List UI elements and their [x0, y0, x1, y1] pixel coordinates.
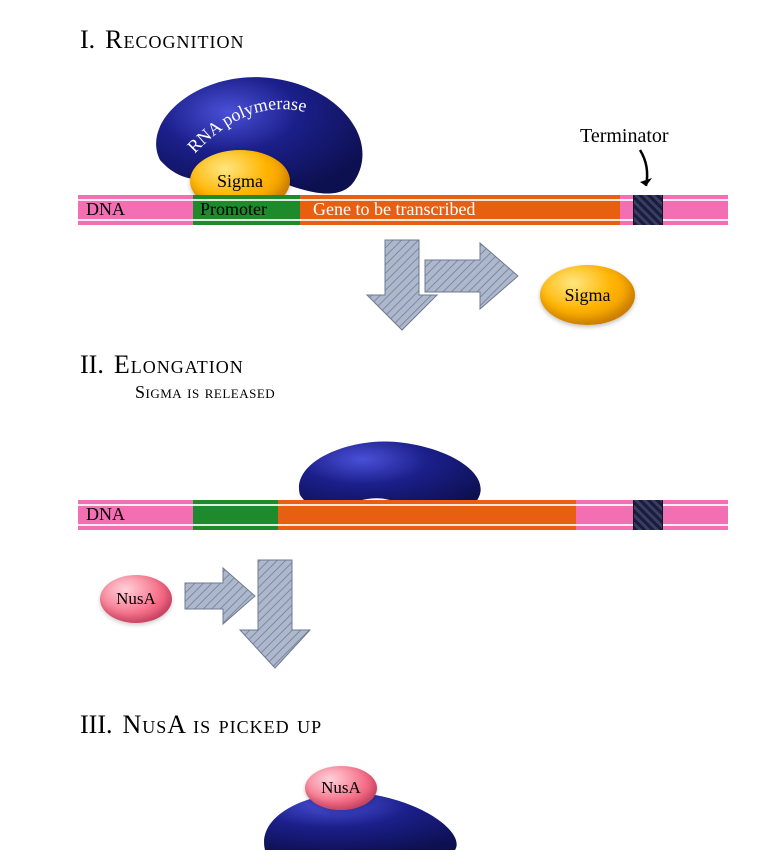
- dna-end-1: [663, 195, 728, 225]
- stage2-title: II. Elongation: [80, 350, 244, 380]
- dna-label-1: DNA: [86, 199, 125, 220]
- stage1-roman: I.: [80, 25, 95, 54]
- stage2-subtitle: Sigma is released: [135, 382, 275, 403]
- sigma-released: Sigma: [540, 265, 635, 325]
- gene-label-1: Gene to be transcribed: [313, 199, 475, 220]
- arrow-right-down-2: [180, 555, 330, 685]
- terminator-arrow-icon: [610, 148, 670, 198]
- stage2-roman: II.: [80, 350, 104, 379]
- dna-end-2: [663, 500, 728, 530]
- terminator-seg-1: [633, 195, 663, 225]
- promoter-label-1: Promoter: [200, 199, 267, 220]
- stage1-title: I. Recognition: [80, 25, 245, 55]
- terminator-label: Terminator: [580, 125, 669, 148]
- nusa-bound-label: NusA: [321, 778, 361, 798]
- dna-track-2: DNA: [78, 500, 728, 530]
- arrow-right-down-1: [355, 235, 525, 345]
- nusa-incoming-label: NusA: [116, 589, 156, 609]
- gene-seg-2: [278, 500, 576, 530]
- nusa-incoming: NusA: [100, 575, 172, 623]
- terminator-seg-2: [633, 500, 663, 530]
- promoter-seg-2: [193, 500, 278, 530]
- dna-gap-2: [576, 500, 633, 530]
- stage2-text: Elongation: [114, 350, 244, 379]
- stage3-title: III. NusA is picked up: [80, 710, 322, 740]
- sigma-bound-label: Sigma: [217, 171, 263, 192]
- stage3-text: NusA is picked up: [122, 710, 322, 739]
- sigma-released-label: Sigma: [564, 285, 610, 306]
- dna-label-2: DNA: [86, 504, 125, 525]
- stage1-text: Recognition: [105, 25, 244, 54]
- dna-gap-1: [620, 195, 633, 225]
- stage3-roman: III.: [80, 710, 112, 739]
- nusa-bound: NusA: [305, 766, 377, 810]
- dna-track-1: DNA Promoter Gene to be transcribed: [78, 195, 728, 225]
